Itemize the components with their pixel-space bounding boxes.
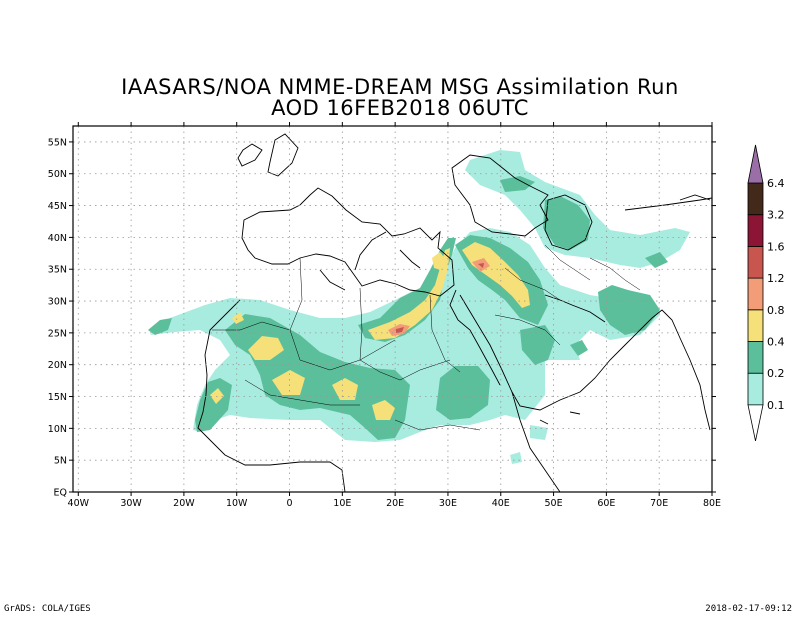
- lon-label: 80E: [703, 498, 721, 509]
- plot-frame: [72, 125, 713, 493]
- colorbar-label: 1.6: [767, 240, 785, 253]
- footer-credit: GrADS: COLA/IGES: [4, 604, 91, 614]
- lat-label: 25N: [48, 328, 67, 339]
- coastlines: [197, 133, 712, 492]
- lon-label: 0: [286, 498, 292, 509]
- lat-label: 5N: [54, 456, 67, 467]
- axis-ticks: [69, 122, 716, 496]
- lat-label: 40N: [48, 233, 67, 244]
- lon-label: 40W: [68, 498, 90, 509]
- map-title-line2: AOD 16FEB2018 06UTC: [271, 96, 529, 120]
- colorbar-swatch: [747, 309, 764, 342]
- lon-label: 40E: [492, 498, 510, 509]
- lon-axis-labels: 40W 30W 20W 10W 0 10E 20E 30E 40E 50E 60E 70E 80E: [68, 498, 722, 509]
- lon-label: 30W: [120, 498, 142, 509]
- lon-label: 10W: [226, 498, 248, 509]
- colorbar-label: 0.2: [767, 367, 785, 380]
- lon-label: 60E: [597, 498, 615, 509]
- lon-label: 50E: [545, 498, 563, 509]
- lon-label: 10E: [333, 498, 351, 509]
- lon-label: 20E: [386, 498, 404, 509]
- lat-label: 50N: [48, 169, 67, 180]
- colorbar-swatch: [747, 245, 764, 279]
- colorbar-top-arrow: [747, 144, 764, 184]
- colorbar-swatch: [747, 341, 764, 374]
- colorbar: 6.4 3.2 1.6 1.2 0.8 0.4 0.2 0.1: [747, 144, 785, 441]
- lat-label: 45N: [48, 201, 67, 212]
- colorbar-label: 0.8: [767, 304, 785, 317]
- colorbar-label: 0.1: [767, 399, 785, 412]
- colorbar-label: 6.4: [767, 177, 785, 190]
- lat-label: 15N: [48, 392, 67, 403]
- colorbar-swatch: [747, 277, 764, 311]
- colorbar-swatch: [747, 372, 764, 406]
- lon-label: 70E: [650, 498, 668, 509]
- grid-lines: [73, 126, 712, 492]
- lat-label: 30N: [48, 297, 67, 308]
- lon-label: 20W: [173, 498, 195, 509]
- aod-level-1.2: [396, 263, 484, 333]
- lat-label: 20N: [48, 360, 67, 371]
- colorbar-swatch: [747, 182, 764, 216]
- aod-field: [148, 150, 690, 464]
- colorbar-label: 3.2: [767, 209, 785, 222]
- colorbar-label: 0.4: [767, 336, 785, 349]
- country-borders: [212, 244, 641, 431]
- colorbar-label: 1.2: [767, 272, 785, 285]
- lon-label: 30E: [439, 498, 457, 509]
- map-title-line1: IAASARS/NOA NMME-DREAM MSG Assimilation …: [121, 75, 679, 99]
- colorbar-bottom-arrow: [747, 404, 764, 441]
- lat-label: 35N: [48, 265, 67, 276]
- lat-axis-labels: 55N 50N 45N 40N 35N 30N 25N 20N 15N 10N 5N EQ: [48, 137, 67, 498]
- lat-label: 10N: [48, 424, 67, 435]
- colorbar-swatch: [747, 214, 764, 247]
- footer-timestamp: 2018-02-17-09:12: [705, 604, 792, 614]
- lat-label: 55N: [48, 137, 67, 148]
- lat-label: EQ: [54, 488, 67, 499]
